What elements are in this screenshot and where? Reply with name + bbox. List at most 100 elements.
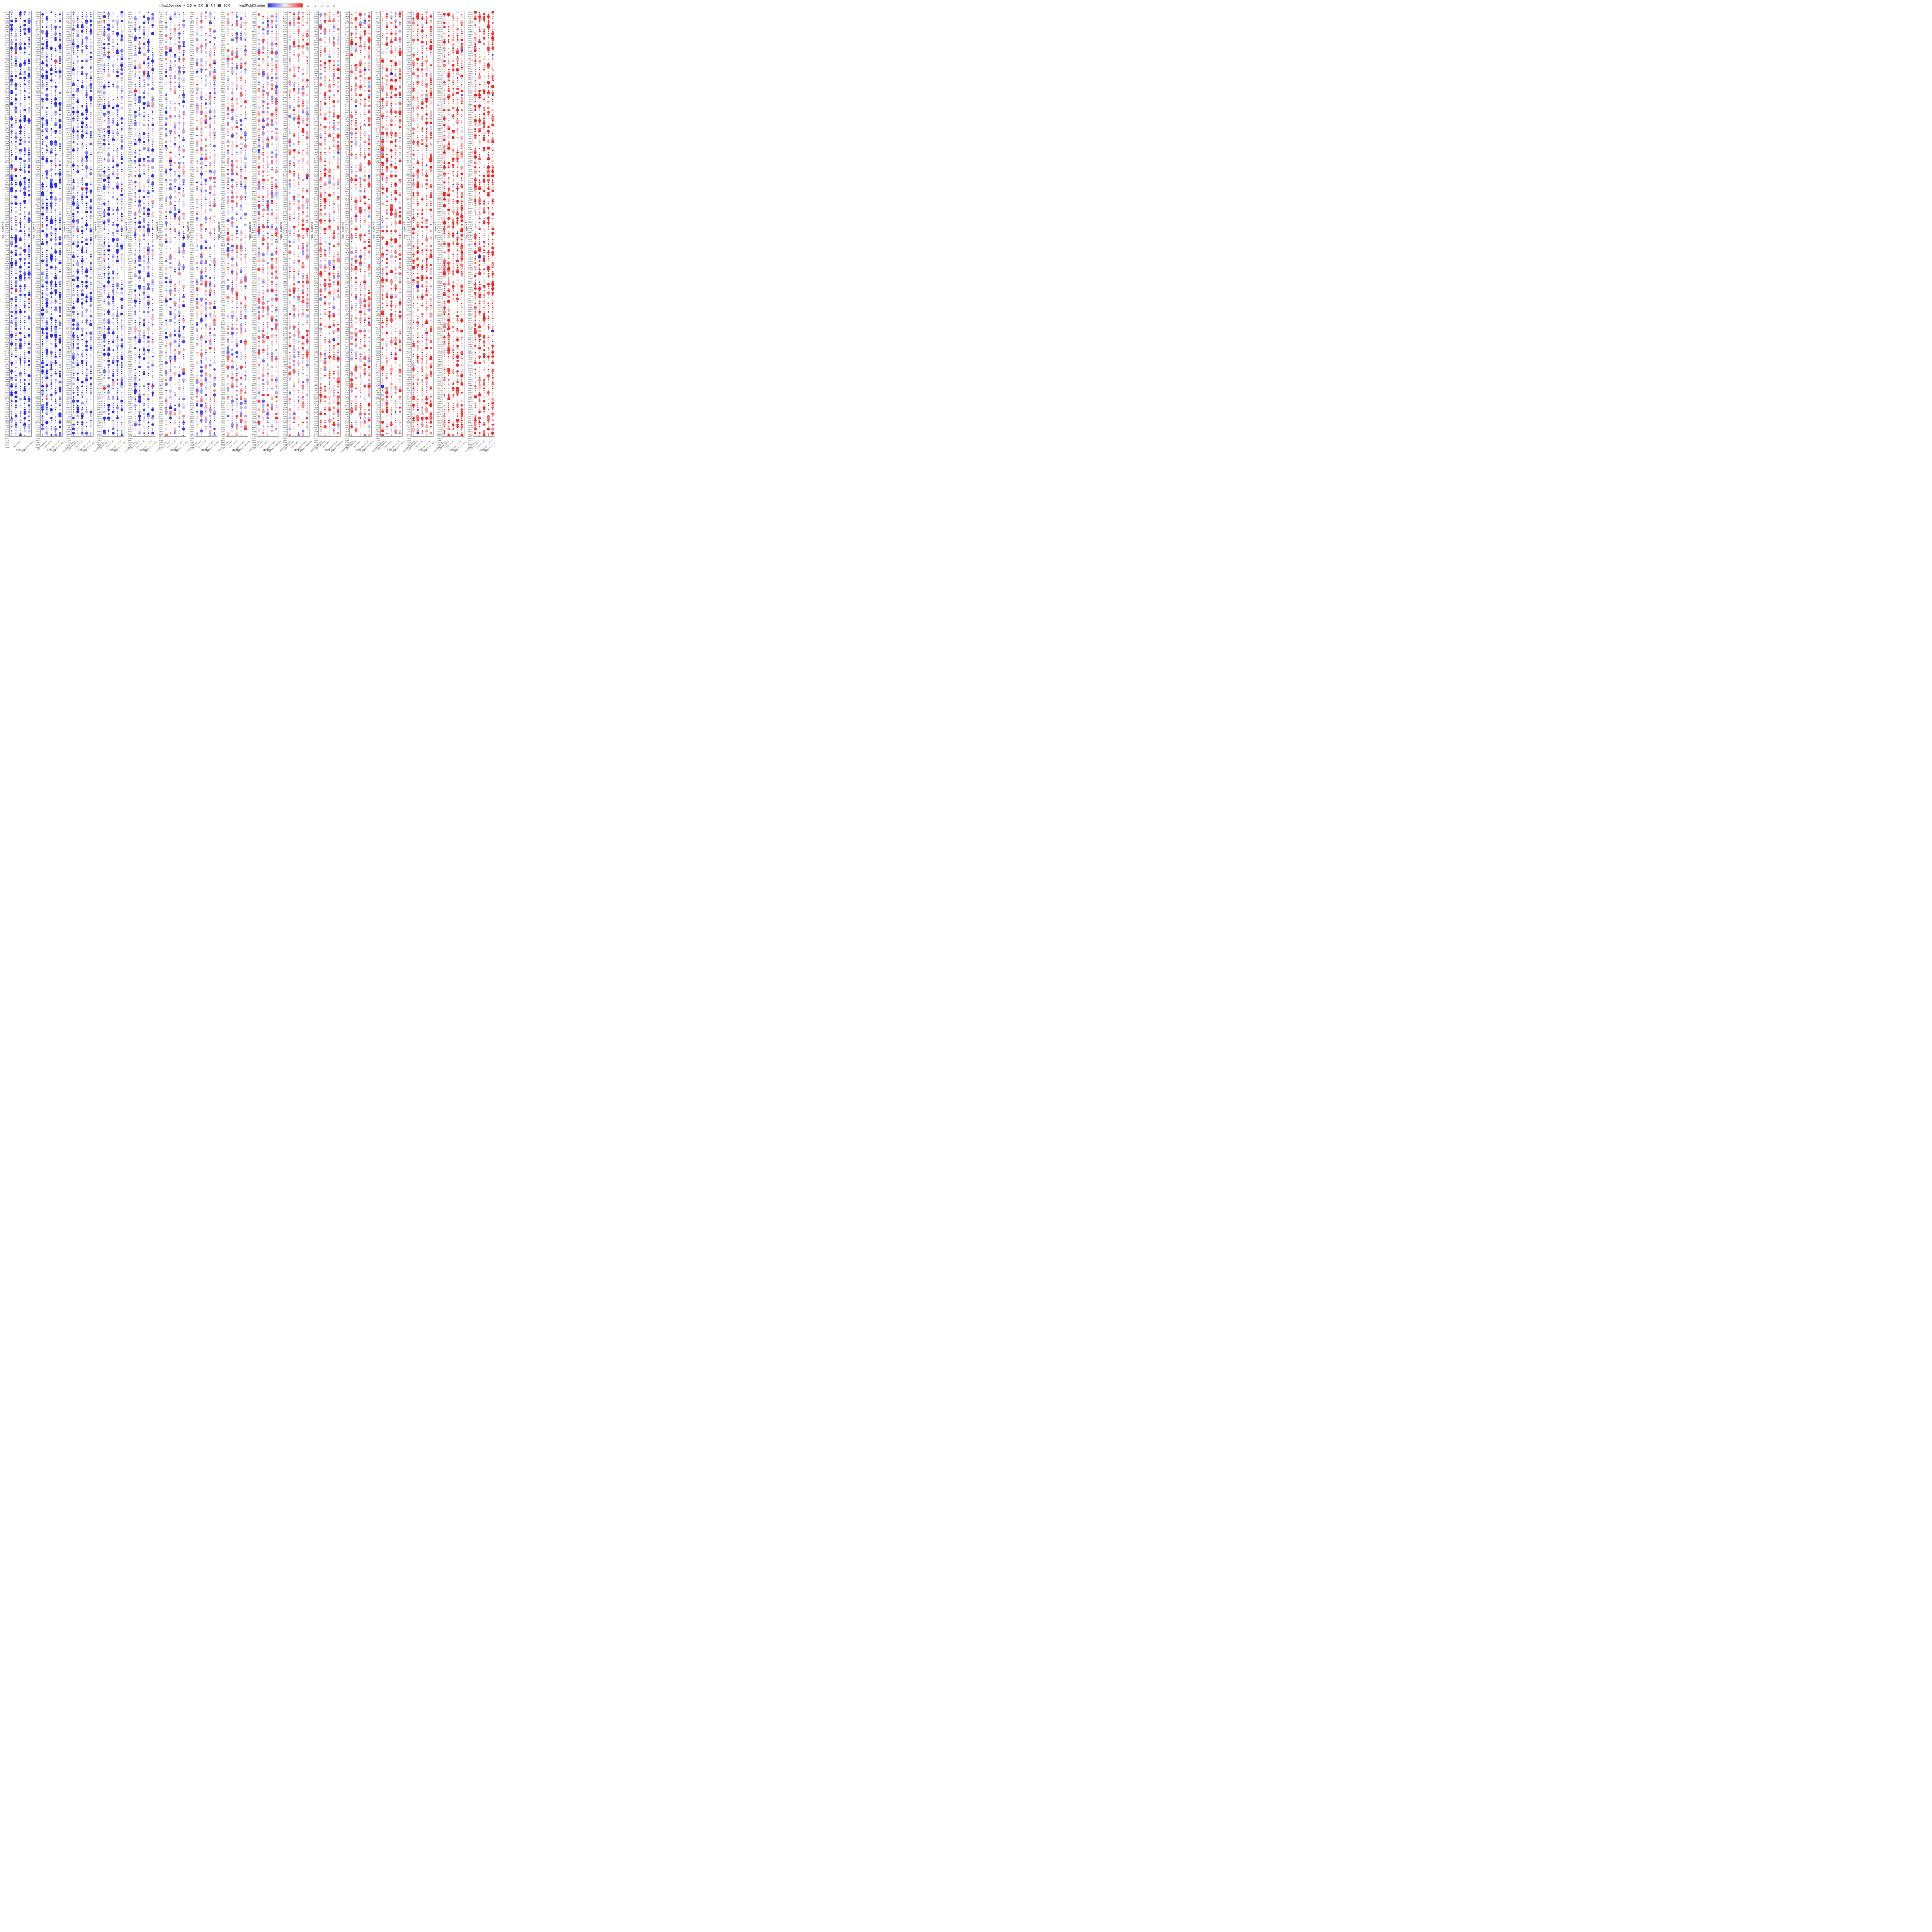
y-tick: ZNF706	[221, 22, 225, 24]
y-tick: ZNF706	[36, 429, 40, 430]
y-tick: FAM162A	[221, 40, 225, 42]
y-tick: ATP6V1G1	[159, 431, 163, 433]
y-tick: RNASEK-C	[190, 320, 194, 321]
y-tick: ETNPPL	[159, 208, 163, 210]
y-tick: ADCY10P1	[221, 90, 225, 92]
y-tick: ADCY10P1	[314, 162, 318, 164]
y-tick: MIR4435-2HG	[128, 315, 133, 317]
y-tick: CDKN2AIP	[252, 108, 256, 109]
y-tick: ADCY10P1	[5, 158, 9, 160]
y-tick: TMEM184B	[97, 322, 102, 323]
y-tick: RNASEK-C	[66, 66, 71, 68]
y-tick: CHURC1	[36, 425, 40, 426]
y-tick: ZNF706	[5, 90, 9, 92]
y-tick: GABARAPL1	[314, 385, 318, 387]
y-tick: SLC39A9	[406, 132, 411, 133]
y-tick: SYS1-DBNDD2	[221, 211, 225, 212]
y-tick: RNASEK-C	[128, 36, 133, 37]
y-tick: PTDSS1-A	[406, 136, 411, 138]
y-tick: ADCY10P1	[283, 217, 287, 219]
y-tick: MIR4435-2HG	[66, 267, 71, 269]
y-tick: DNAJC3	[159, 309, 163, 310]
y-tick: FAM162A	[66, 38, 71, 39]
panel: hugo_symbolCDKN2AIPATP6V1G1ARHGAP11BADCY…	[124, 11, 155, 452]
y-tick: GABARAPL1	[283, 401, 287, 402]
y-tick: MIR4435-2HG	[283, 278, 287, 280]
y-tick: MPHOSPH6	[5, 359, 9, 361]
y-tick: FAM162A	[5, 187, 9, 188]
y-tick: PTDSS1-A	[128, 274, 133, 276]
y-tick: DNAJC3	[252, 145, 256, 146]
y-tick: MIR4435-2HG	[437, 281, 442, 282]
y-tick: KIAA0513	[314, 344, 318, 345]
y-tick: ARHGAP11B	[437, 217, 442, 219]
y-tick: CDKN2AIP	[190, 20, 194, 22]
y-tick: TMEM184B	[345, 435, 349, 437]
y-tick: MPHOSPH6	[283, 418, 287, 420]
y-axis-label: hugo_symbol	[279, 222, 283, 241]
y-tick: SYS1-DBNDD2	[190, 187, 194, 188]
y-tick: RNASEK-C	[159, 414, 163, 415]
y-tick: TMEM184B	[314, 254, 318, 256]
y-tick: DNAJC3	[221, 160, 225, 162]
y-tick: ZNF706	[97, 162, 102, 164]
y-tick: ARHGAP11B	[376, 405, 380, 406]
y-tick: RNASEK-C	[345, 401, 349, 402]
y-tick: CHURC1	[252, 435, 256, 437]
y-tick: CDKN2AIP	[36, 18, 40, 20]
y-tick: SYS1-DBNDD2	[221, 132, 225, 133]
y-tick: ARHGAP11B	[128, 370, 133, 372]
y-tick: CHURC1	[190, 269, 194, 271]
y-tick: ARHGAP11B	[221, 88, 225, 90]
y-tick: CHURC1	[221, 294, 225, 295]
y-tick: TMEM184B	[376, 224, 380, 225]
y-tick: TMEM184B	[283, 112, 287, 114]
y-tick: PTDSS1-A	[36, 438, 40, 439]
y-tick: KIAA0513	[468, 346, 473, 347]
y-tick: KIAA0513	[5, 300, 9, 302]
y-tick: MIR4435-2HG	[283, 121, 287, 122]
y-tick: MIR4435-2HG	[314, 224, 318, 225]
y-tick: PTDSS1-A	[406, 58, 411, 59]
y-tick: SLC39A9	[97, 364, 102, 365]
y-tick: MIR4435-2HG	[345, 51, 349, 53]
y-tick: ADCY10P1	[252, 350, 256, 352]
y-tick: MPHOSPH6	[36, 29, 40, 31]
y-tick: TMEM184B	[190, 119, 194, 120]
y-tick: MIR4435-2HG	[376, 193, 380, 194]
y-tick: ATP6V1G1	[36, 374, 40, 376]
y-tick: GABARAPL1	[406, 143, 411, 144]
y-tick: GABARAPL1	[283, 204, 287, 206]
y-tick: CDKN2AIP	[36, 175, 40, 177]
y-tick: ZNF706	[437, 34, 442, 35]
y-tick: PTDSS1-A	[283, 394, 287, 396]
y-tick: ADCY10P1	[159, 82, 163, 83]
y-tick: DNAJC3	[468, 313, 473, 315]
y-tick: DNAJC3	[252, 342, 256, 343]
y-tick: ZNF706	[314, 409, 318, 411]
y-tick: CHURC1	[221, 254, 225, 256]
y-tick: GABARAPL1	[5, 381, 9, 383]
y-tick: CHURC1	[36, 267, 40, 269]
y-tick: MPHOSPH6	[437, 145, 442, 146]
y-tick: FAM162A	[128, 282, 133, 284]
y-tick: SYS1-DBNDD2	[36, 224, 40, 225]
y-tick: SLC39A9	[128, 73, 133, 74]
y-tick: ETNPPL	[159, 405, 163, 406]
y-tick: SYS1-DBNDD2	[97, 114, 102, 116]
y-tick: RNASEK-C	[252, 132, 256, 133]
y-tick: GABARAPL1	[5, 342, 9, 343]
y-tick: RNASEK-C	[190, 281, 194, 282]
y-tick: TMEM184B	[283, 73, 287, 74]
y-tick: ATP6V1G1	[252, 267, 256, 269]
y-tick: ETNPPL	[36, 348, 40, 350]
y-tick: CHURC1	[376, 257, 380, 258]
y-tick: SYS1-DBNDD2	[128, 138, 133, 140]
y-tick: MPHOSPH6	[314, 403, 318, 404]
y-tick: KIAA0513	[314, 383, 318, 385]
y-tick: SLC39A9	[36, 434, 40, 435]
y-tick: CHURC1	[5, 47, 9, 48]
y-tick: RNASEK-C	[221, 147, 225, 149]
panel: hugo_symbolRNASEK-CPTDSS1-AMIR4435-2HGKI…	[94, 11, 124, 452]
y-tick: FAM162A	[345, 254, 349, 256]
